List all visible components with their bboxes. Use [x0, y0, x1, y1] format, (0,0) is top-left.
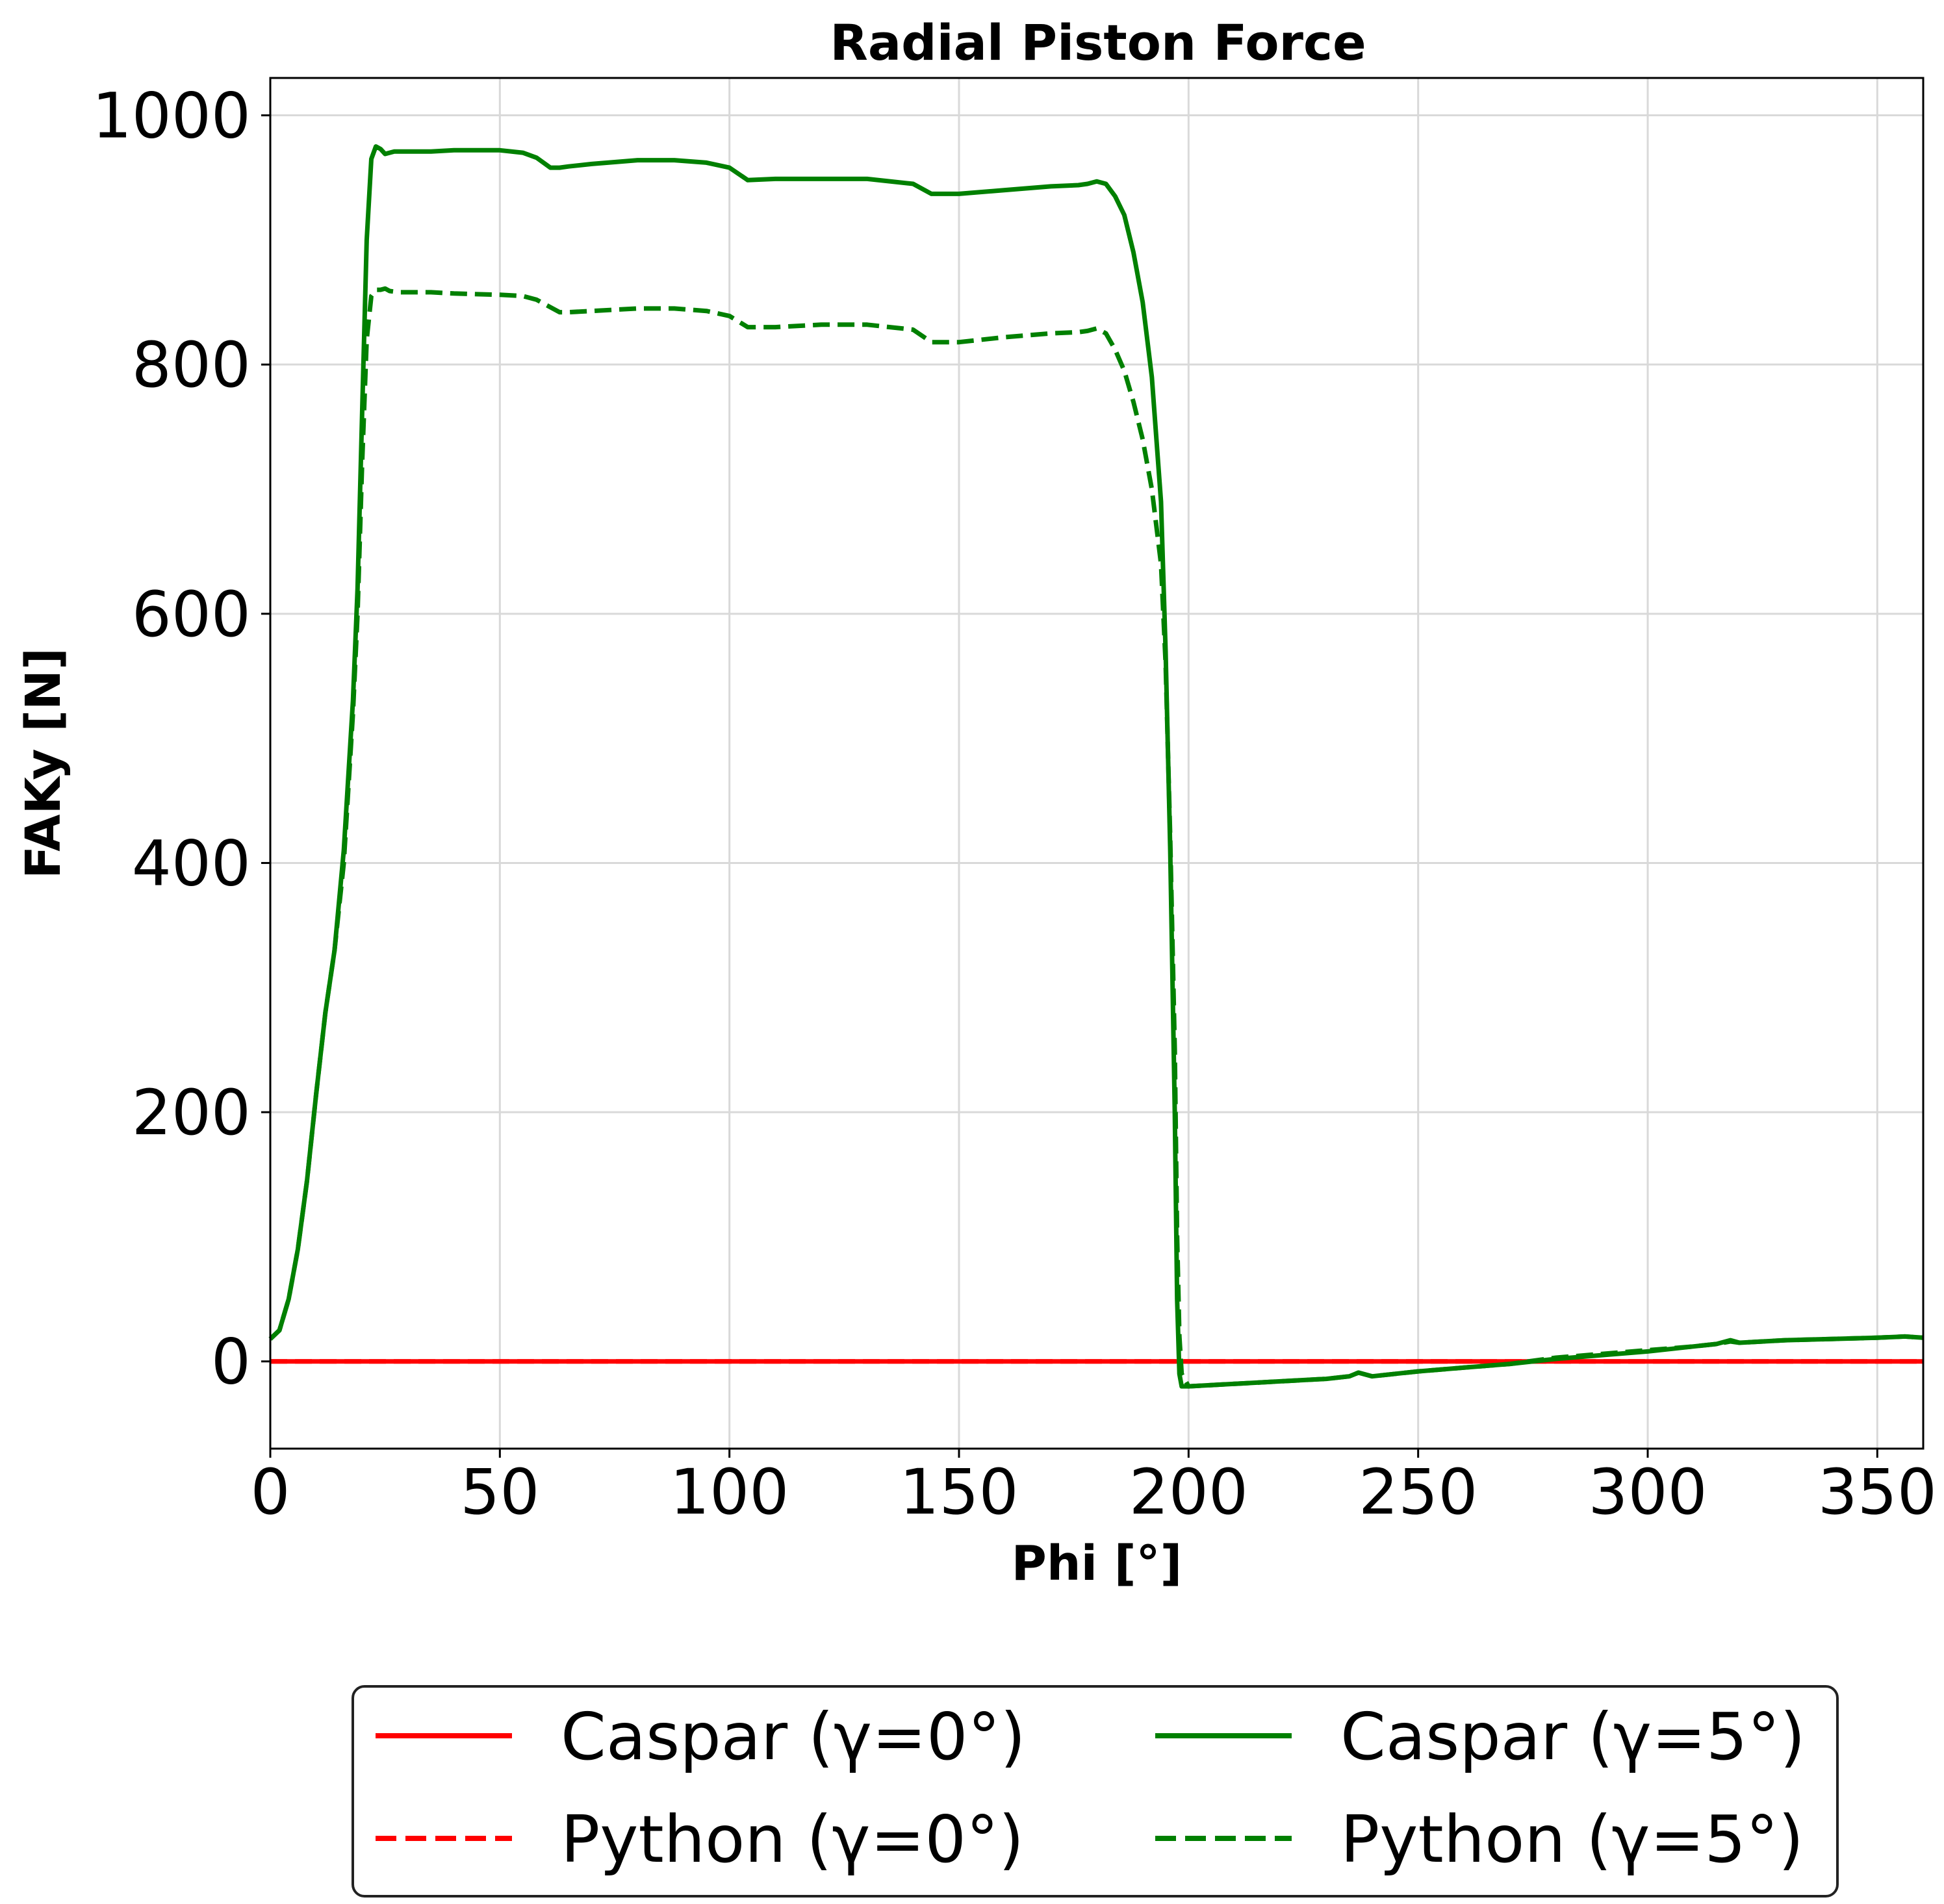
series-line-python-5	[268, 286, 1924, 1389]
series-layer	[268, 144, 1924, 1389]
y-tick-label: 800	[132, 329, 251, 401]
y-tick-label: 0	[211, 1326, 251, 1399]
y-axis-title: FAKy [N]	[16, 648, 71, 879]
legend-frame	[352, 1685, 1839, 1898]
y-tick-label: 600	[132, 578, 251, 651]
y-tick-label: 400	[132, 827, 251, 900]
plot-frame	[269, 77, 1925, 1450]
legend-label: Python (γ=5°)	[1340, 1801, 1804, 1877]
x-tick-label: 50	[460, 1456, 539, 1529]
x-tick-label: 300	[1588, 1456, 1707, 1529]
legend-label: Caspar (γ=5°)	[1340, 1699, 1805, 1775]
series-line-caspar-5	[268, 144, 1924, 1389]
x-tick-label: 250	[1359, 1456, 1477, 1529]
x-axis-title: Phi [°]	[1012, 1536, 1183, 1592]
legend-label: Caspar (γ=0°)	[561, 1699, 1025, 1775]
y-tick-label: 1000	[92, 80, 251, 153]
y-axis-ticks: 0 200 400 600 800 1000	[92, 80, 270, 1399]
x-axis-ticks: 0 50 100 150 200 250 300 350	[250, 1449, 1937, 1529]
chart-title: Radial Piston Force	[830, 14, 1366, 71]
legend: Caspar (γ=0°) Python (γ=0°) Caspar (γ=5°) P…	[352, 1685, 1839, 1898]
x-tick-label: 0	[250, 1456, 290, 1529]
x-tick-label: 200	[1129, 1456, 1248, 1529]
y-tick-label: 200	[132, 1076, 251, 1149]
x-tick-label: 150	[899, 1456, 1018, 1529]
x-tick-label: 350	[1818, 1456, 1937, 1529]
legend-label: Python (γ=0°)	[561, 1801, 1024, 1877]
x-tick-label: 100	[670, 1456, 789, 1529]
grid	[269, 78, 1923, 1449]
